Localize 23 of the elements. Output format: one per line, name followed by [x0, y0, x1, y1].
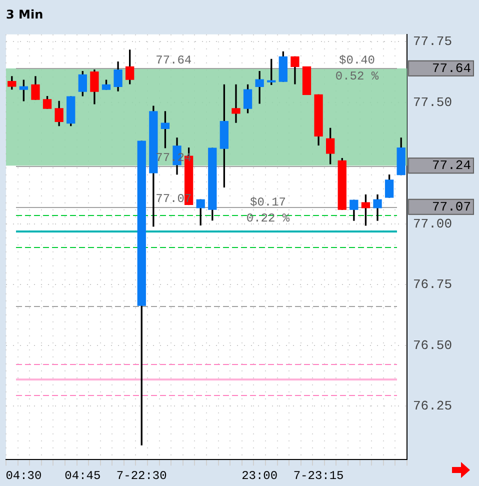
y-tick-label: 77.00	[413, 216, 452, 232]
annotation: $0.40	[338, 54, 376, 68]
y-tick-label: 77.75	[413, 34, 452, 50]
x-tick-label: 7-22:30	[116, 468, 167, 483]
x-tick-label: 04:30	[6, 468, 42, 483]
x-tick-label: 23:00	[242, 468, 278, 483]
candlestick	[232, 84, 240, 123]
annotation: $0.17	[250, 196, 286, 210]
y-tick-label: 76.75	[413, 277, 452, 292]
x-tick-label: 7-23:15	[293, 468, 344, 483]
y-tick-label: 77.50	[413, 94, 452, 110]
y-tick-label: 76.50	[413, 338, 452, 353]
ref-line-label: 77.64	[432, 60, 472, 76]
y-tick-label: 76.25	[413, 398, 452, 414]
annotation: 0.22 %	[246, 212, 290, 226]
candlestick	[302, 66, 312, 95]
x-tick-label: 04:45	[64, 468, 101, 483]
chart-title: 3 Min	[6, 7, 44, 22]
annotation: 77.64	[156, 54, 192, 68]
candlestick	[255, 71, 264, 104]
annotation: 0.52 %	[335, 70, 380, 84]
ref-line-label: 77.24	[432, 158, 472, 174]
ref-line-label: 77.07	[432, 199, 471, 214]
